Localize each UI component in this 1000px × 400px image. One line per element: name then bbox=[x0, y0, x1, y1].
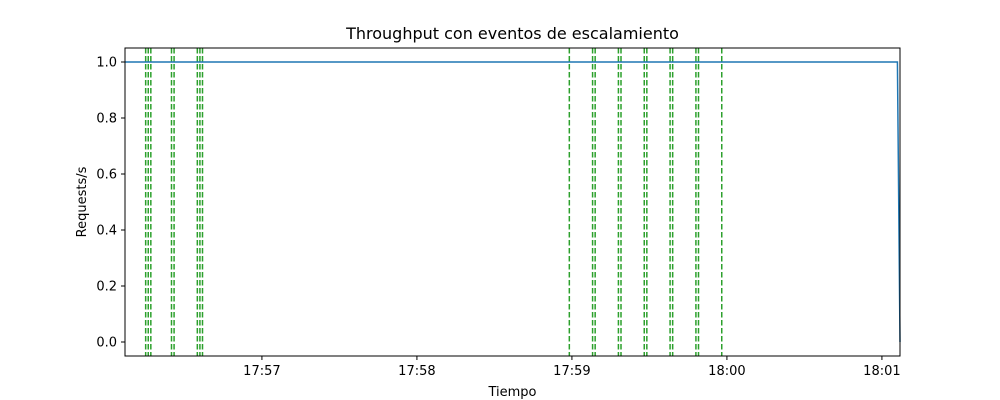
y-tick-label: 0.0 bbox=[96, 336, 117, 351]
y-tick-label: 0.6 bbox=[96, 168, 117, 183]
x-axis-label: Tiempo bbox=[487, 385, 536, 400]
y-tick-label: 0.2 bbox=[96, 280, 117, 295]
y-tick-label: 0.8 bbox=[96, 112, 117, 127]
x-tick-label: 18:01 bbox=[863, 364, 900, 379]
x-tick-label: 17:58 bbox=[398, 364, 435, 379]
x-tick-label: 17:59 bbox=[553, 364, 590, 379]
y-axis-label: Requests/s bbox=[75, 166, 90, 237]
x-axis: 17:57 17:58 17:59 18:00 18:01 bbox=[243, 356, 901, 379]
x-tick-label: 18:00 bbox=[708, 364, 745, 379]
y-tick-label: 0.4 bbox=[96, 224, 117, 239]
scaling-events bbox=[144, 48, 723, 356]
throughput-line bbox=[125, 61, 901, 343]
series-layer bbox=[125, 61, 901, 343]
y-axis: 0.0 0.2 0.4 0.6 0.8 1.0 bbox=[96, 56, 125, 351]
chart-title: Throughput con eventos de escalamiento bbox=[345, 24, 679, 43]
x-tick-label: 17:57 bbox=[243, 364, 280, 379]
plot-frame bbox=[124, 47, 901, 357]
y-tick-label: 1.0 bbox=[96, 56, 117, 71]
